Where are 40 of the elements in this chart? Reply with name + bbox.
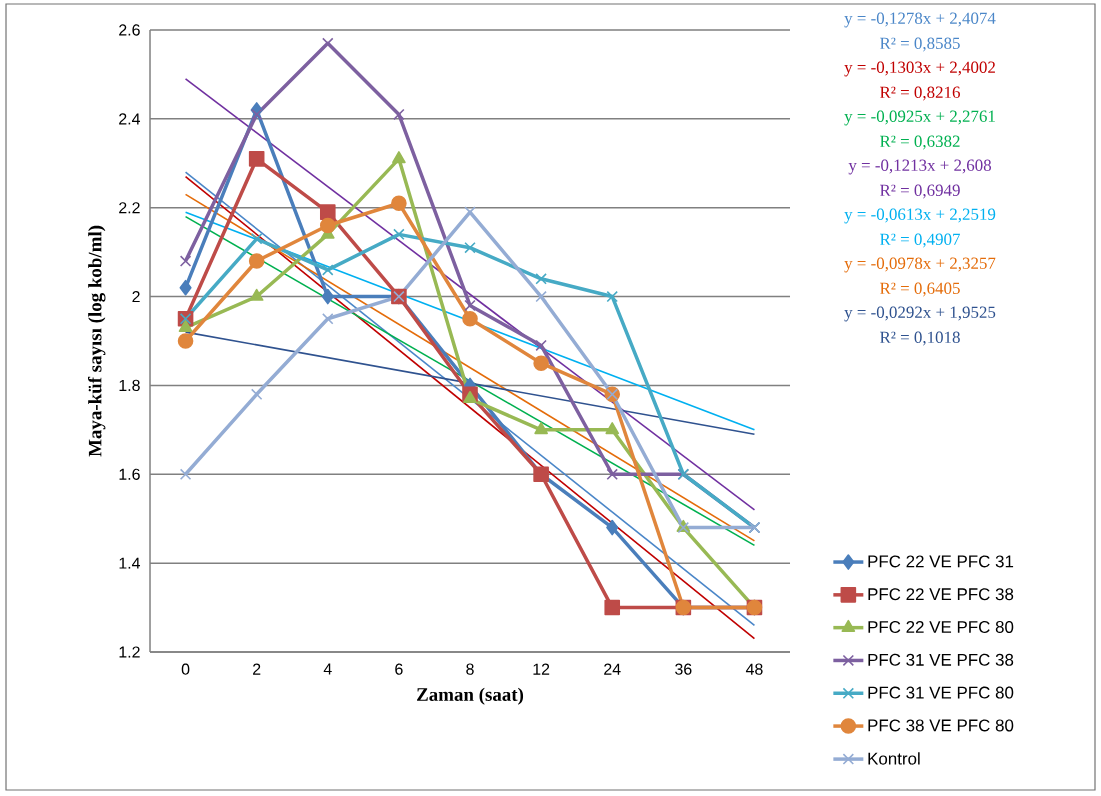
text: R² = 0,6949 <box>880 184 960 199</box>
legend-label: PFC 38 VE PFC 80 <box>868 719 1014 732</box>
y-tick-label: 1.4 <box>119 557 141 569</box>
legend-label: PFC 31 VE PFC 80 <box>868 686 1014 699</box>
x-tick-label: 24 <box>604 663 621 675</box>
text: R² = 0,8216 <box>880 86 960 101</box>
text: y = -0,0978x + 2,3257 <box>844 257 996 273</box>
legend-label: PFC 22 VE PFC 38 <box>868 588 1014 601</box>
x-tick-label: 4 <box>323 663 332 675</box>
y-axis-title: Maya-küf sayısı (log kob/ml) <box>87 225 106 457</box>
x-tick-label: 0 <box>181 663 190 675</box>
text: R² = 0,6382 <box>880 135 960 150</box>
text: y = -0,1303x + 2,4002 <box>844 61 995 77</box>
x-tick-label: 12 <box>533 663 550 675</box>
text: y = -0,1278x + 2,4074 <box>844 12 996 28</box>
y-tick-label: 1.6 <box>119 468 140 480</box>
text: R² = 0,6405 <box>880 282 960 297</box>
text: y = -0,0292x + 1,9525 <box>844 306 996 322</box>
y-tick-label: 1.2 <box>119 646 140 658</box>
legend-label: PFC 31 VE PFC 38 <box>868 653 1014 666</box>
legend-label: Kontrol <box>868 752 920 765</box>
y-tick-label: 2.2 <box>119 202 140 214</box>
y-tick-label: 2.4 <box>119 113 141 125</box>
legend-label: PFC 22 VE PFC 31 <box>868 555 1014 568</box>
text: y = -0,0925x + 2,2761 <box>844 110 995 126</box>
text: y = -0,1213x + 2,608 <box>848 159 992 175</box>
text: R² = 0,4907 <box>880 233 961 248</box>
y-tick-label: 1.8 <box>119 379 140 392</box>
legend-label: PFC 22 VE PFC 80 <box>868 620 1014 633</box>
x-axis-title: Zaman (saat) <box>417 687 524 705</box>
x-tick-label: 2 <box>253 663 261 675</box>
x-tick-label: 8 <box>466 663 474 675</box>
x-tick-label: 6 <box>395 663 403 675</box>
text: R² = 0,8585 <box>880 37 960 52</box>
y-tick-label: 2 <box>132 291 140 303</box>
y-tick-label: 2.6 <box>119 24 140 36</box>
text: R² = 0,1018 <box>880 331 960 346</box>
x-tick-label: 48 <box>745 663 763 675</box>
text: y = -0,0613x + 2,2519 <box>844 208 996 224</box>
x-tick-label: 36 <box>675 663 692 675</box>
